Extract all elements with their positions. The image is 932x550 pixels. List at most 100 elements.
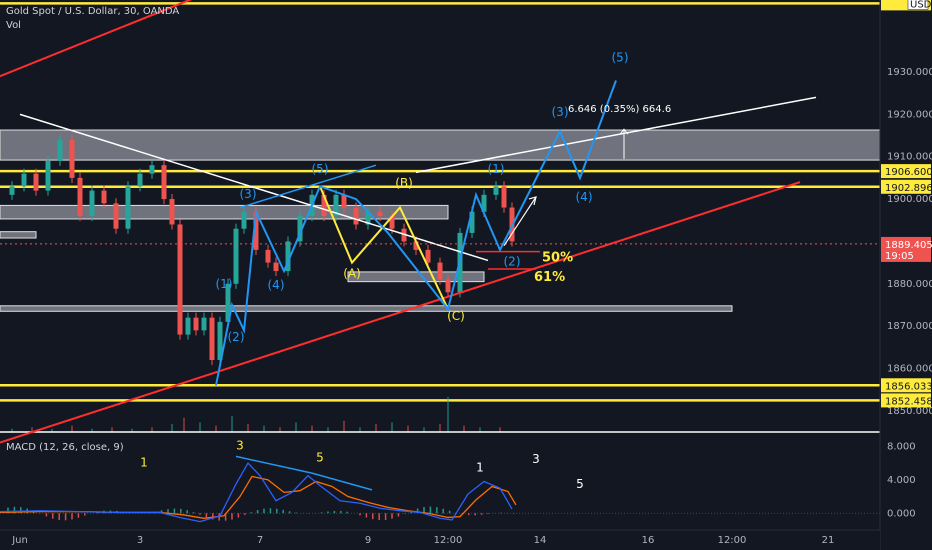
level-tag-bg-3 — [881, 378, 931, 393]
candle-body — [137, 173, 143, 187]
level-tag-2: 1902.896 — [885, 183, 932, 194]
trendline-1 — [0, 181, 801, 444]
candle-body — [493, 186, 499, 195]
candle-body — [297, 216, 303, 242]
candle-body — [101, 190, 107, 204]
candle-body — [201, 317, 207, 331]
candle-body — [233, 228, 239, 284]
macd-tick-0: 8.000 — [887, 441, 916, 452]
wave-label-1: (2) — [228, 330, 245, 344]
measure-arrow-head — [619, 128, 629, 135]
candle-body — [413, 241, 419, 250]
wave-label-12: (5) — [612, 50, 629, 64]
volume-bar — [463, 425, 465, 432]
time-tick-7: 12:00 — [718, 535, 747, 546]
volume-bar — [423, 427, 425, 432]
candle-body — [169, 199, 175, 225]
current-price-tag: 1889.405 — [885, 240, 932, 251]
time-axis-bg — [0, 530, 880, 550]
wave-label-10: (3) — [552, 105, 569, 119]
wave-label-0: (1) — [216, 277, 233, 291]
candle-body — [45, 160, 51, 191]
macd-tick-1: 4.000 — [887, 475, 916, 486]
volume-bar — [51, 428, 53, 432]
candle-body — [225, 283, 231, 322]
time-tick-2: 7 — [257, 535, 263, 546]
time-tick-8: 21 — [822, 535, 835, 546]
time-tick-3: 9 — [365, 535, 371, 546]
candle-body — [33, 173, 39, 191]
level-tag-bg-1 — [881, 164, 931, 179]
wave-label-2: (3) — [240, 187, 257, 201]
candle-body — [69, 139, 75, 178]
projection-arrow-head — [528, 196, 537, 206]
candle-body — [177, 224, 183, 335]
volume-bar — [499, 427, 501, 432]
sr-zone-2 — [347, 271, 485, 283]
time-tick-5: 14 — [534, 535, 547, 546]
candle-body — [241, 211, 247, 229]
wave-label-6: (B) — [395, 176, 413, 190]
symbol-title: Gold Spot / U.S. Dollar, 30, OANDA — [6, 6, 180, 17]
volume-bar — [479, 427, 481, 432]
projection-arrow-line — [503, 196, 537, 246]
level-tag-4: 1852.458 — [885, 396, 932, 407]
volume-bar — [151, 427, 153, 432]
macd-indicator-label: MACD (12, 26, close, 9) — [6, 442, 124, 453]
volume-bar — [279, 427, 281, 432]
candle-body — [125, 186, 131, 229]
candle-body — [21, 173, 27, 187]
candle-body — [253, 211, 259, 250]
volume-indicator-label: Vol — [6, 20, 21, 31]
candle-body — [481, 194, 487, 212]
volume-bar — [231, 416, 233, 432]
volume-bar — [295, 422, 297, 432]
volume-bar — [171, 424, 173, 432]
candle-body — [341, 194, 347, 208]
trendline-2 — [19, 113, 489, 262]
volume-bar — [375, 424, 377, 432]
volume-bar — [131, 428, 133, 432]
price-tick-5: 1870.000 — [887, 321, 932, 332]
wave-label-8: (1) — [488, 162, 505, 176]
candle-body — [185, 317, 191, 335]
time-tick-4: 12:00 — [434, 535, 463, 546]
top-level-tag-bg — [881, 0, 931, 11]
time-tick-6: 16 — [642, 535, 655, 546]
price-tick-6: 1860.000 — [887, 363, 932, 374]
volume-bar — [359, 427, 361, 432]
candle-body — [437, 262, 443, 280]
price-axis-bg — [880, 0, 932, 550]
level-tag-bg-4 — [881, 393, 931, 408]
candle-body — [425, 249, 431, 263]
volume-bar — [247, 424, 249, 432]
candle-body — [209, 317, 215, 360]
time-tick-0: Jun — [11, 535, 28, 546]
wave-label-5: (A) — [343, 266, 361, 280]
trendline-0 — [0, 0, 193, 78]
trendline-3 — [415, 96, 817, 174]
abc-correction-path — [319, 185, 449, 310]
price-layer — [9, 134, 515, 366]
volume-bar — [327, 427, 329, 432]
candle-body — [89, 190, 95, 216]
macd-count-4: 3 — [532, 452, 540, 466]
macd-tick-2: 0.000 — [887, 508, 916, 519]
macd-count-5: 5 — [576, 477, 584, 491]
volume-bar — [215, 425, 217, 432]
level-tag-1: 1906.600 — [885, 167, 932, 178]
level-tag-bg-2 — [881, 179, 931, 194]
candle-body — [445, 279, 451, 293]
volume-bar — [447, 396, 449, 432]
candle-body — [193, 317, 199, 331]
fib-label-0: 50% — [542, 251, 573, 266]
volume-bar — [183, 417, 185, 432]
candle-body — [377, 211, 383, 216]
trendline-4 — [239, 164, 377, 209]
volume-bar — [111, 427, 113, 432]
wave-label-11: (4) — [576, 190, 593, 204]
candle-body — [333, 194, 339, 216]
time-tick-1: 3 — [137, 535, 143, 546]
volume-bar — [343, 420, 345, 432]
